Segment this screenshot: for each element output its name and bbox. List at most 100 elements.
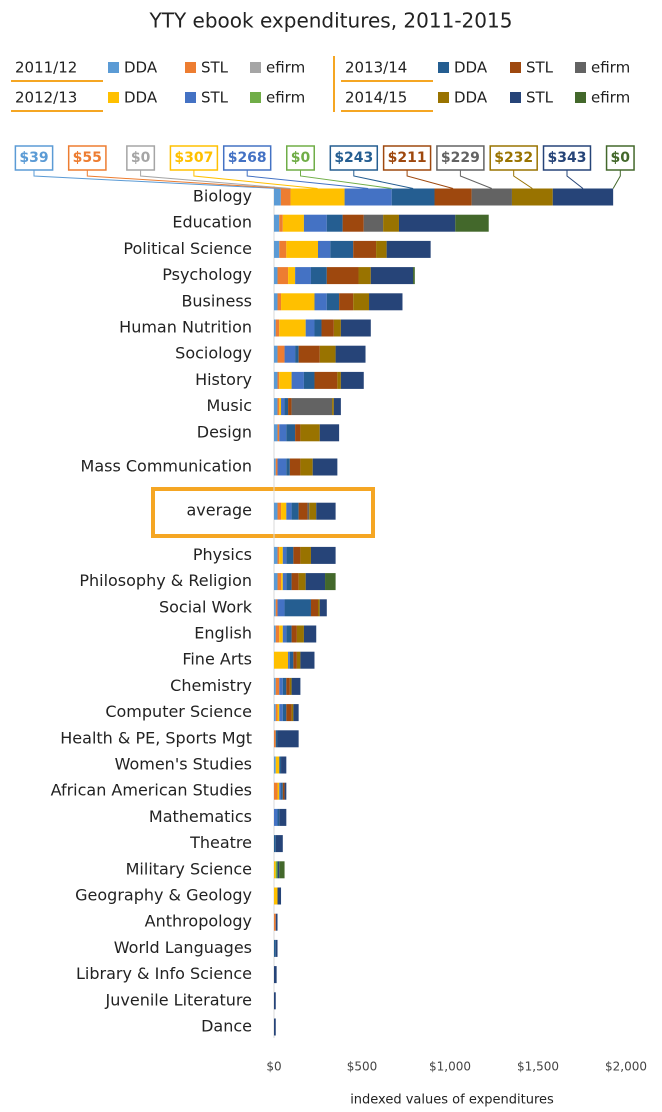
bar-segment: [274, 502, 278, 520]
legend-swatch: [185, 62, 196, 73]
bar-segment: [383, 214, 399, 232]
bar-segment: [279, 371, 292, 389]
bar-segment: [282, 573, 287, 591]
bar-segment: [275, 319, 280, 337]
bar-segment: [274, 704, 276, 722]
bar-segment: [279, 704, 283, 722]
callout-leader: [300, 170, 392, 189]
bar-segment: [298, 345, 320, 363]
callout-label: $307: [174, 150, 213, 166]
bar-segment: [314, 371, 338, 389]
bar-segment: [277, 293, 282, 311]
callout-leader: [140, 170, 291, 189]
bar-segment: [295, 345, 299, 363]
callout-label: $0: [131, 150, 151, 166]
bar-segment: [277, 573, 282, 591]
bar-segment: [344, 188, 392, 206]
category-label: Philosophy & Religion: [79, 571, 252, 590]
bar-segment: [274, 966, 277, 984]
bar-segment: [281, 398, 285, 416]
bar-segment: [332, 398, 334, 416]
bar-segment: [275, 677, 280, 695]
bar-segment: [289, 651, 294, 669]
bar-segment: [279, 424, 287, 442]
callout-label: $211: [388, 150, 427, 166]
bar-segment: [282, 704, 287, 722]
bar-segment: [281, 756, 287, 774]
category-label: Psychology: [162, 265, 252, 284]
legend-label: STL: [526, 59, 554, 77]
bar-segment: [291, 502, 299, 520]
bar-segment: [363, 214, 384, 232]
category-label: Political Science: [123, 239, 252, 258]
bar-segment: [319, 345, 336, 363]
bar-segment: [274, 808, 278, 826]
bar-segment: [281, 293, 315, 311]
bar-segment: [300, 424, 320, 442]
bar-segment: [282, 546, 287, 564]
bar-segment: [284, 345, 296, 363]
bar-segment: [274, 546, 278, 564]
category-label: Sociology: [175, 344, 252, 363]
legend-label: DDA: [454, 89, 488, 107]
bar-segment: [434, 188, 472, 206]
legend-label: efirm: [591, 89, 630, 107]
callout-leader: [246, 170, 369, 189]
bar-segment: [296, 625, 304, 643]
x-tick-label: $1,500: [517, 1060, 559, 1074]
category-label: Education: [172, 213, 252, 232]
bar-segment: [277, 345, 285, 363]
bar-segment: [326, 214, 343, 232]
bar-segment: [293, 704, 299, 722]
average-highlight: [151, 487, 375, 538]
callout-label: $229: [441, 150, 480, 166]
bar-segment: [277, 808, 280, 826]
bar-segment: [286, 704, 292, 722]
bar-segment: [275, 835, 283, 853]
callout-leader: [513, 170, 533, 189]
bar-segment: [291, 704, 294, 722]
legend-label: efirm: [266, 89, 305, 107]
bar-segment: [319, 599, 327, 617]
legend-swatch: [250, 62, 261, 73]
bar-segment: [277, 424, 280, 442]
category-label: Anthropology: [145, 912, 252, 931]
legend-group-label: 2013/14: [345, 59, 407, 77]
bar-segment: [275, 730, 278, 748]
category-label: Physics: [193, 545, 252, 564]
bar-segment: [279, 214, 283, 232]
legend-label: STL: [201, 59, 229, 77]
bar-segment: [288, 651, 290, 669]
bar-segment: [274, 625, 276, 643]
bar-segment: [274, 887, 278, 905]
bar-segment: [274, 939, 276, 957]
bar-segment: [326, 293, 340, 311]
legend-group-label: 2011/12: [15, 59, 77, 77]
bar-segment: [455, 214, 489, 232]
bar-segment: [316, 502, 336, 520]
bar-segment: [309, 502, 317, 520]
bar-segment: [337, 371, 341, 389]
bar-segment: [279, 756, 282, 774]
legend-label: STL: [526, 89, 554, 107]
callout-label: $39: [19, 150, 48, 166]
bar-segment: [296, 651, 301, 669]
bar-segment: [274, 214, 280, 232]
bar-segment: [298, 502, 308, 520]
bar-segment: [277, 267, 289, 285]
bar-segment: [286, 424, 296, 442]
bar-segment: [275, 939, 278, 957]
bar-segment: [310, 267, 327, 285]
bar-segment: [552, 188, 614, 206]
category-label: Mass Communication: [81, 457, 252, 476]
legend-swatch: [510, 62, 521, 73]
bar-segment: [291, 398, 333, 416]
bar-segment: [335, 345, 366, 363]
bar-segment: [282, 214, 304, 232]
legend-swatch: [575, 62, 586, 73]
bar-segment: [291, 677, 301, 695]
category-label: Health & PE, Sports Mgt: [60, 728, 252, 747]
bar-segment: [274, 424, 278, 442]
bar-segment: [305, 573, 326, 591]
bar-segment: [277, 782, 280, 800]
